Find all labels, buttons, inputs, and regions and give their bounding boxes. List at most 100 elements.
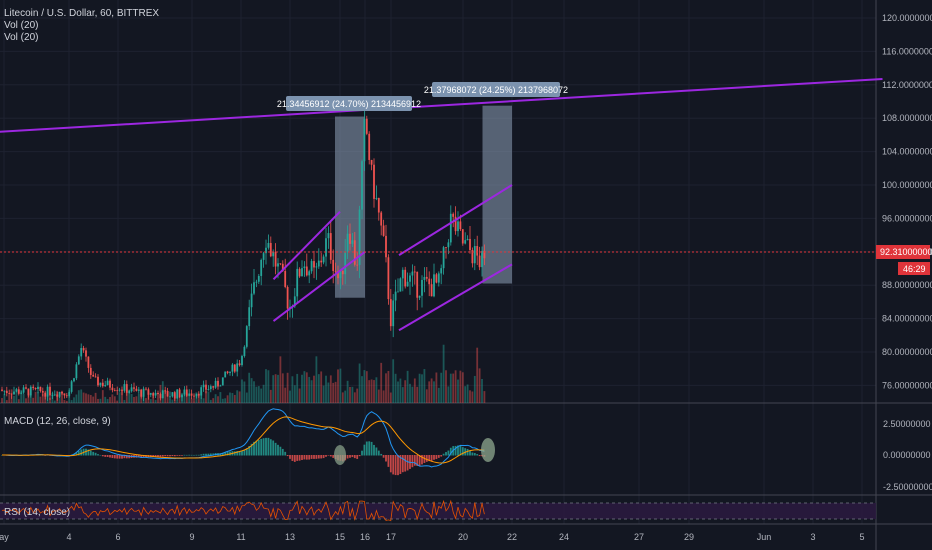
volume-bar-99 bbox=[238, 391, 241, 403]
macd-hist-123 bbox=[296, 455, 299, 461]
candle-body-116 bbox=[279, 263, 282, 265]
candle-body-118 bbox=[284, 271, 287, 287]
volume-bar-68 bbox=[164, 390, 167, 403]
macd-hist-126 bbox=[303, 455, 306, 460]
volume-bar-163 bbox=[392, 359, 395, 403]
candle-body-175 bbox=[421, 279, 423, 296]
candle-body-149 bbox=[358, 209, 361, 265]
indicator-vol-1[interactable]: Vol (20) bbox=[4, 20, 39, 31]
indicator-vol-2[interactable]: Vol (20) bbox=[4, 32, 39, 43]
candle-body-192 bbox=[461, 229, 464, 244]
macd-hist-125 bbox=[301, 455, 303, 460]
time-axis[interactable]: ay 4 6 9 11 13 15 16 17 20 22 24 27 29 Jun 3 5 bbox=[0, 532, 865, 542]
candle-body-22 bbox=[53, 394, 56, 396]
volume-bar-78 bbox=[188, 395, 191, 403]
macd-label[interactable]: MACD (12, 26, close, 9) bbox=[4, 416, 111, 427]
candle-body-165 bbox=[397, 291, 399, 293]
candle-body-117 bbox=[281, 263, 284, 272]
candle-body-152 bbox=[365, 118, 368, 134]
volume-bar-44 bbox=[106, 399, 109, 403]
candle-body-81 bbox=[195, 393, 198, 397]
candle-body-90 bbox=[217, 380, 219, 387]
volume-bar-194 bbox=[466, 384, 469, 403]
candle-body-199 bbox=[478, 255, 481, 268]
macd-hist-176 bbox=[423, 455, 426, 463]
macd-hist-153 bbox=[368, 441, 371, 456]
volume-bar-117 bbox=[281, 373, 284, 403]
candle-body-159 bbox=[382, 225, 385, 236]
macd-hist-117 bbox=[281, 448, 284, 456]
macd-hist-124 bbox=[298, 455, 301, 461]
candle-body-126 bbox=[303, 266, 306, 269]
macd-hist-36 bbox=[87, 449, 90, 456]
volume-bar-143 bbox=[344, 390, 347, 403]
trendlines[interactable] bbox=[0, 77, 883, 332]
candle-body-29 bbox=[70, 381, 73, 392]
macd-hist-167 bbox=[401, 455, 404, 473]
macd-hist-180 bbox=[433, 455, 435, 460]
candle-body-17 bbox=[41, 390, 44, 393]
trendline-1 bbox=[272, 211, 341, 281]
candle-body-77 bbox=[185, 389, 188, 396]
candle-body-52 bbox=[125, 384, 128, 393]
candle-body-86 bbox=[207, 389, 210, 390]
macd-hist-135 bbox=[325, 455, 327, 457]
volume-bar-154 bbox=[370, 379, 373, 403]
candle-body-25 bbox=[61, 391, 63, 394]
volume-bar-56 bbox=[135, 396, 138, 403]
volume-bar-70 bbox=[169, 399, 171, 403]
candle-body-155 bbox=[373, 164, 375, 199]
candle-body-71 bbox=[171, 392, 174, 397]
candle-body-178 bbox=[428, 278, 431, 285]
macd-hist-84 bbox=[202, 453, 205, 456]
candle-body-66 bbox=[159, 394, 162, 399]
volume-bar-128 bbox=[308, 376, 311, 403]
candle-body-45 bbox=[109, 380, 111, 388]
volume-bar-89 bbox=[214, 394, 217, 403]
macd-hist-78 bbox=[188, 454, 191, 456]
volume-bar-14 bbox=[34, 391, 37, 403]
candle-body-37 bbox=[89, 367, 92, 375]
macd-hist-185 bbox=[445, 452, 447, 456]
volume-bar-161 bbox=[387, 370, 390, 403]
candle-body-198 bbox=[476, 246, 479, 256]
price-badge: 92.31000000 46:29 bbox=[876, 245, 932, 275]
volume-bar-42 bbox=[101, 390, 104, 403]
volume-bar-175 bbox=[421, 374, 423, 403]
candle-body-94 bbox=[226, 371, 229, 373]
time-tick-2: 6 bbox=[115, 532, 120, 542]
candle-body-188 bbox=[452, 213, 455, 217]
rsi-label[interactable]: RSI (14, close) bbox=[4, 507, 71, 518]
candle-body-69 bbox=[166, 390, 169, 397]
candle-body-97 bbox=[233, 364, 236, 372]
price-tick-1: 80.00000000 bbox=[882, 347, 932, 357]
macd-hist-122 bbox=[293, 455, 296, 462]
macd-hist-178 bbox=[428, 455, 431, 462]
macd-hist-32 bbox=[77, 450, 80, 456]
volume-bar-80 bbox=[193, 400, 195, 403]
volume-bar-136 bbox=[327, 382, 330, 403]
volume-bar-2 bbox=[5, 400, 8, 403]
candle-body-200 bbox=[481, 250, 483, 268]
candle-body-183 bbox=[440, 268, 443, 274]
macd-hist-134 bbox=[322, 455, 325, 459]
candle-body-134 bbox=[322, 256, 325, 263]
macd-hist-92 bbox=[221, 452, 224, 456]
candle-body-123 bbox=[296, 268, 299, 297]
candle-body-173 bbox=[416, 271, 419, 298]
volume-bar-107 bbox=[257, 386, 260, 403]
macd-hist-104 bbox=[250, 443, 253, 456]
volume-bar-25 bbox=[61, 391, 63, 403]
macd-hist-158 bbox=[380, 453, 383, 456]
price-tick-6: 100.00000000 bbox=[882, 180, 932, 190]
volume-bar-126 bbox=[303, 371, 306, 403]
candle-body-137 bbox=[329, 233, 332, 260]
macd-hist-113 bbox=[272, 440, 275, 456]
candle-body-100 bbox=[241, 356, 243, 366]
candle-body-197 bbox=[473, 246, 476, 264]
volume-bar-195 bbox=[469, 390, 471, 403]
candle-body-115 bbox=[277, 263, 279, 267]
symbol-title[interactable]: Litecoin / U.S. Dollar, 60, BITTREX bbox=[4, 8, 160, 19]
